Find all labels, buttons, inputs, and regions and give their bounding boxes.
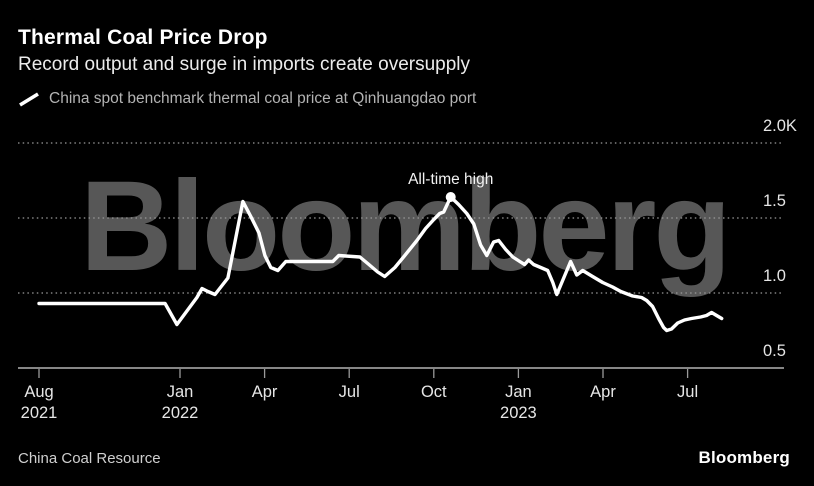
x-axis-label: Jul <box>643 382 733 403</box>
legend-series-label: China spot benchmark thermal coal price … <box>49 90 477 107</box>
x-axis-label-line: Apr <box>590 383 616 401</box>
page-title: Thermal Coal Price Drop <box>18 26 268 49</box>
x-axis-label-line: Jan <box>505 383 532 401</box>
line-series-marker-icon <box>18 91 40 107</box>
bloomberg-watermark: Bloomberg <box>80 155 732 298</box>
x-axis-label-line: Jan <box>166 383 194 401</box>
y-axis-label: 1.5 <box>763 192 786 210</box>
y-axis-label: 0.5 <box>763 342 786 360</box>
x-axis-label-line: 2023 <box>500 404 537 422</box>
x-axis-label-line: 2021 <box>20 404 58 422</box>
x-axis-label-line: Apr <box>251 383 278 401</box>
y-axis-label: 1.0 <box>763 267 786 285</box>
x-axis-label-line: Aug <box>24 383 54 401</box>
x-axis-label-line: Oct <box>420 383 447 401</box>
all-time-high-dot <box>445 192 456 202</box>
x-axis-label: Jan 2023 <box>473 382 563 424</box>
price-line <box>37 195 724 333</box>
x-axis-label: Jul <box>304 382 394 403</box>
y-axis-label: 2.0K <box>763 117 797 135</box>
x-axis-label: Oct <box>389 382 479 403</box>
source-attribution: China Coal Resource <box>18 450 161 467</box>
bloomberg-logo: Bloomberg <box>698 448 790 467</box>
x-axis-label: Apr <box>558 382 648 403</box>
x-axis-label: Aug 2021 <box>0 382 84 424</box>
x-axis-label: Jan 2022 <box>135 382 225 424</box>
x-axis-label-line: Jul <box>677 383 699 401</box>
x-axis-label-line: Jul <box>338 383 360 401</box>
all-time-high-annotation: All-time high <box>408 171 494 188</box>
chart-subtitle: Record output and surge in imports creat… <box>18 54 471 75</box>
x-axis-label: Apr <box>220 382 310 403</box>
chart-legend: China spot benchmark thermal coal price … <box>18 90 476 108</box>
x-axis-label-line: 2022 <box>161 404 199 422</box>
